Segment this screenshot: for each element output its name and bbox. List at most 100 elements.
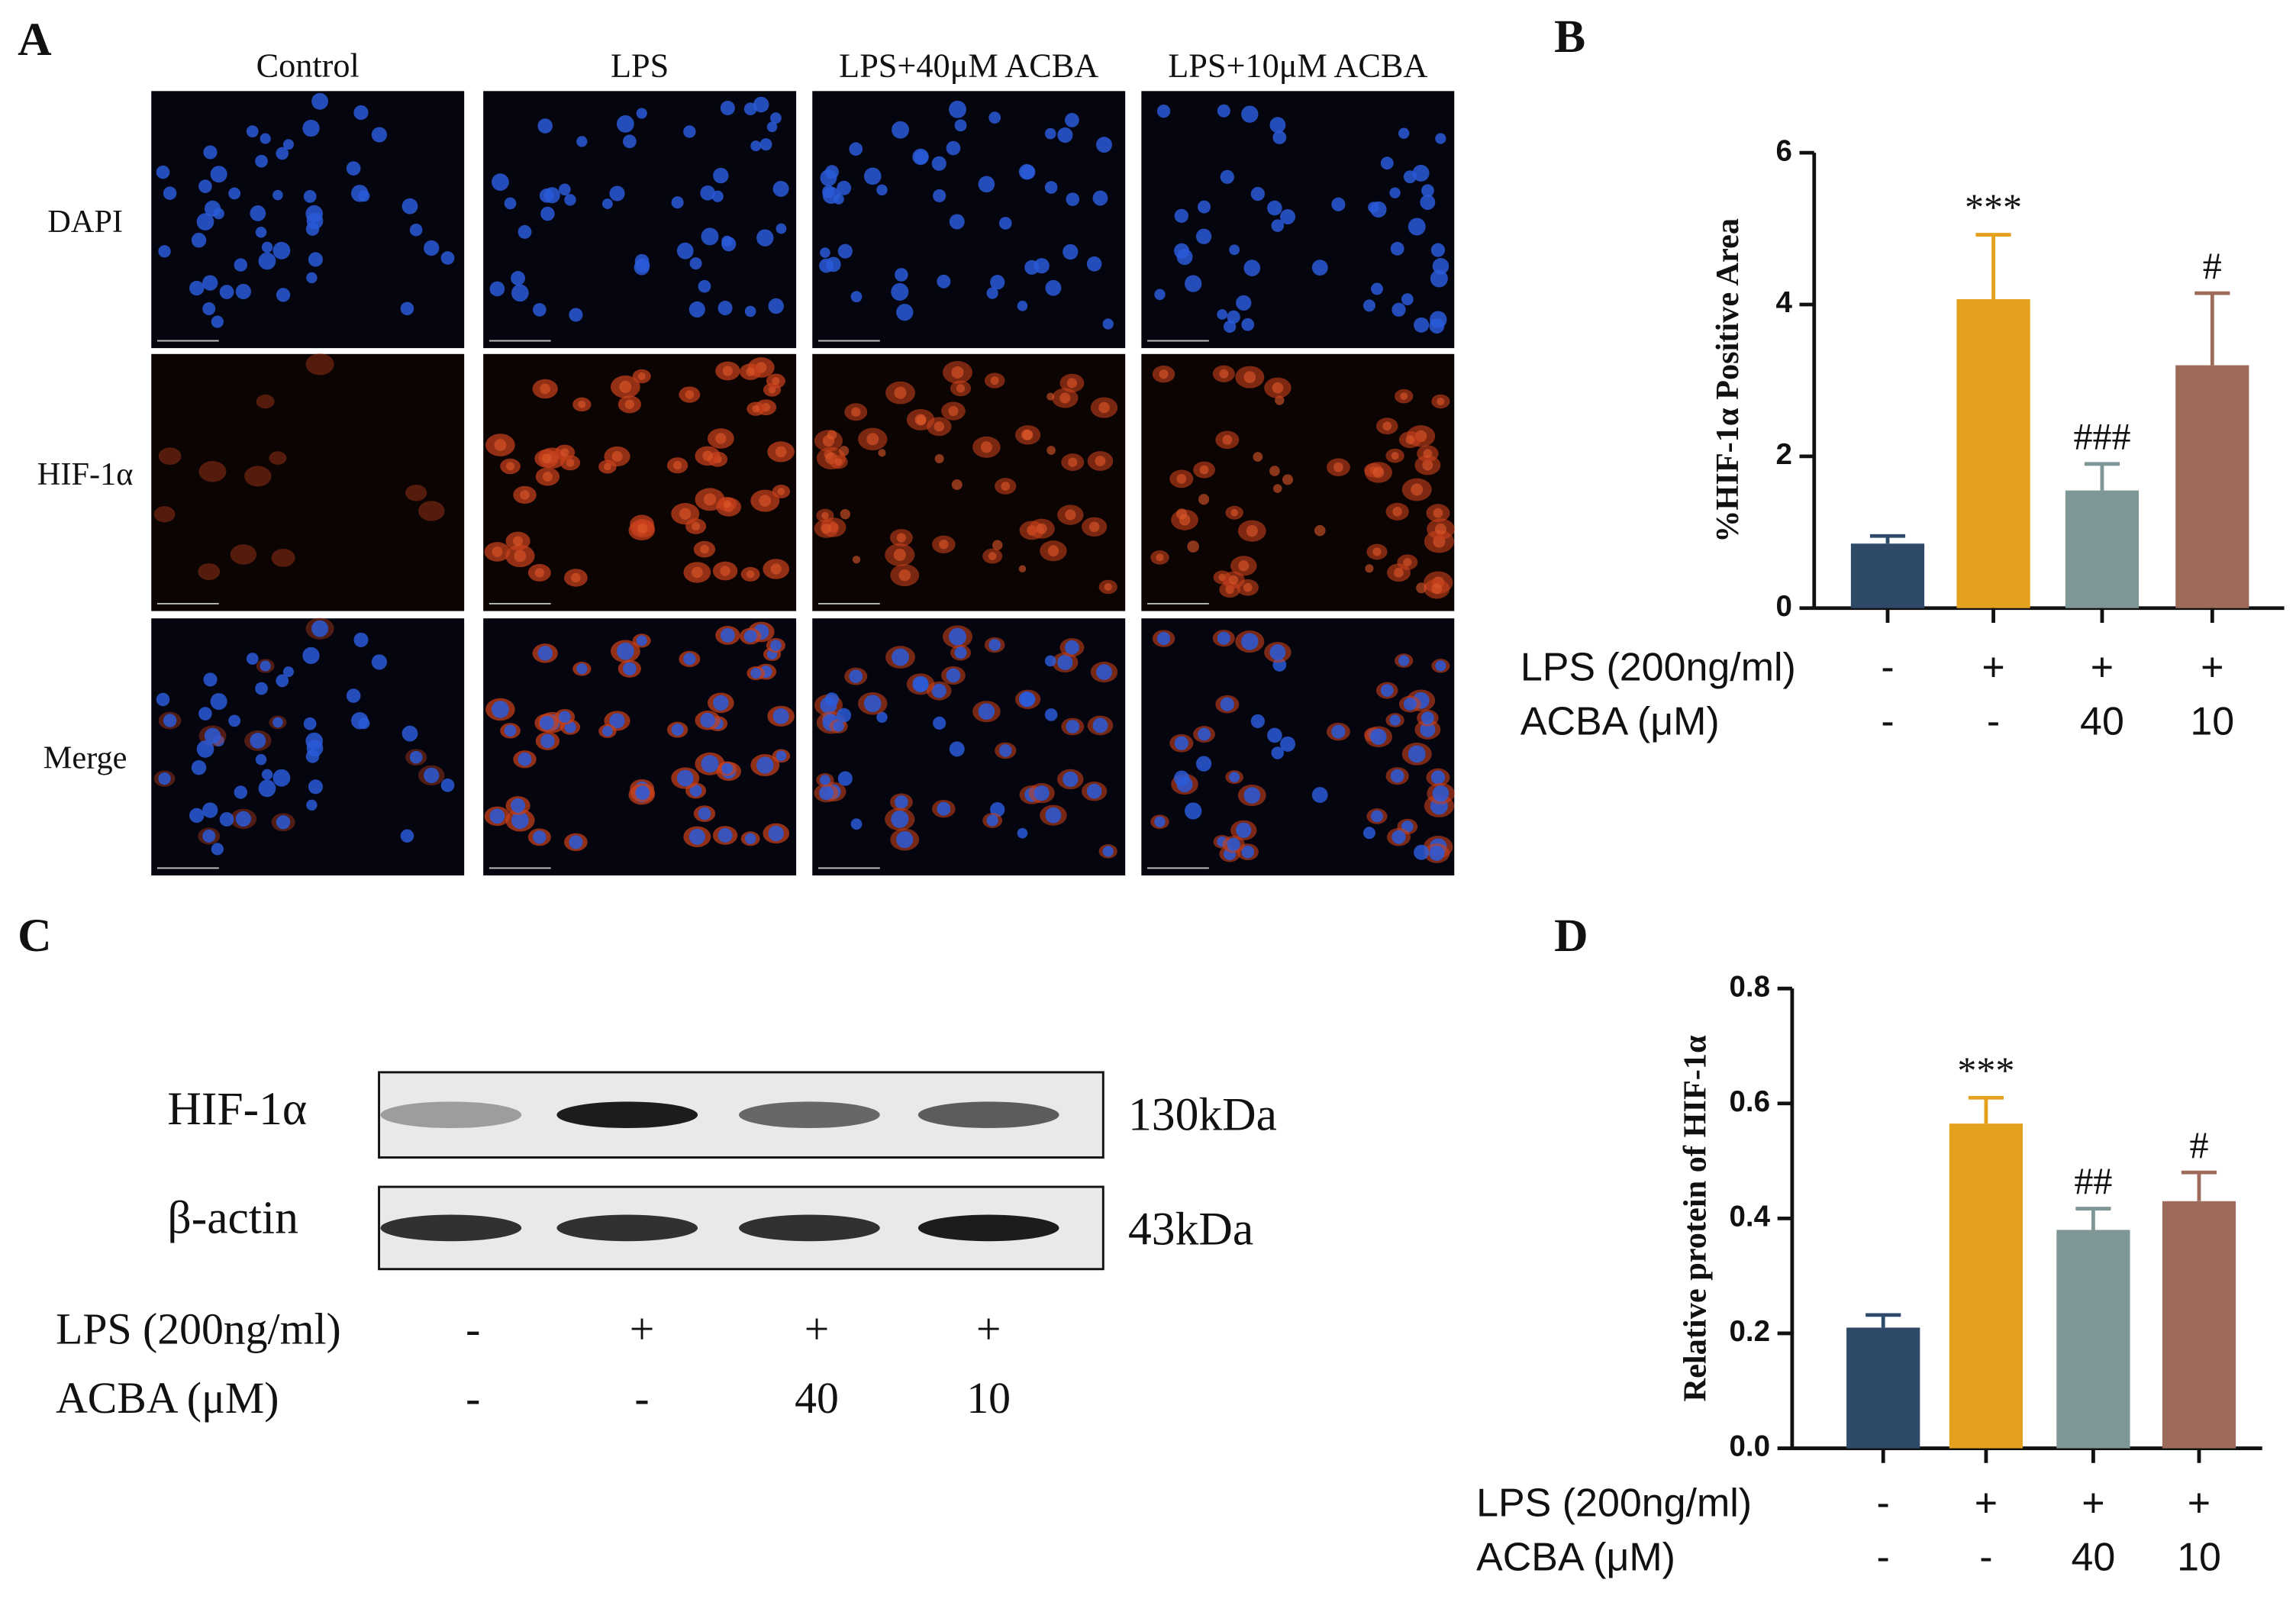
nucleus (756, 756, 774, 774)
nucleus (1389, 714, 1401, 726)
nucleus (303, 717, 317, 730)
condition-label: ACBA (μM) (1520, 699, 1720, 743)
nucleus (1044, 127, 1056, 140)
nucleus (353, 105, 369, 121)
nucleus (946, 140, 961, 156)
nucleus-dark (672, 461, 682, 470)
nucleus (1018, 691, 1035, 708)
nucleus (1243, 787, 1261, 804)
nucleus (688, 301, 705, 318)
nucleus-dark (934, 421, 944, 432)
condition-value: - (466, 1375, 480, 1423)
nucleus (1280, 208, 1296, 224)
condition-value: - (634, 1375, 649, 1423)
nucleus (537, 646, 553, 661)
nucleus (1227, 837, 1240, 851)
micrograph (812, 91, 1126, 349)
nucleus (954, 646, 967, 659)
bar (2056, 1230, 2130, 1449)
nucleus (616, 642, 634, 660)
nucleus-dark (1104, 582, 1112, 591)
nucleus (409, 750, 423, 764)
nucleus (1331, 724, 1346, 739)
condition-value: + (976, 1306, 1001, 1354)
significance-label: *** (1965, 185, 2022, 228)
micrograph (151, 91, 465, 349)
condition-value: 40 (795, 1375, 839, 1423)
condition-value: 40 (2080, 699, 2124, 743)
nucleus (1229, 244, 1240, 256)
panel-label: B (1554, 11, 1585, 63)
nucleus (1057, 654, 1073, 670)
nucleus (276, 288, 291, 302)
nucleus (409, 223, 423, 237)
nucleus-dark (1423, 449, 1433, 459)
condition-value: 40 (2072, 1536, 2116, 1580)
nucleus-dark (951, 366, 964, 379)
nucleus (720, 627, 735, 643)
nucleus (998, 744, 1012, 757)
nucleus (400, 301, 414, 316)
nucleus (261, 769, 273, 780)
nucleus-dark (1405, 435, 1415, 445)
nucleus-dark (746, 367, 756, 376)
nucleus (1429, 845, 1445, 861)
nucleus (1195, 228, 1212, 244)
condition-value: + (2082, 1481, 2104, 1525)
nucleus-dark (1222, 434, 1233, 445)
nucleus (1241, 105, 1259, 123)
blot-band (739, 1101, 880, 1129)
nucleus (1156, 105, 1171, 118)
micrograph (483, 353, 797, 611)
nucleus-dark (988, 552, 997, 560)
nucleus (358, 717, 370, 730)
nucleus (358, 190, 370, 202)
nucleus-dark (1431, 583, 1443, 595)
nucleus-dark (834, 458, 843, 466)
nucleus-dark (1392, 507, 1402, 517)
condition-value: + (2188, 1481, 2211, 1525)
nucleus (489, 808, 505, 824)
condition-label: LPS (200ng/ml) (1520, 645, 1796, 689)
nucleus (768, 825, 784, 842)
nucleus (700, 712, 715, 728)
micrograph (812, 618, 1126, 875)
blot-band (556, 1214, 698, 1242)
nucleus (1195, 756, 1212, 772)
nucleus (539, 715, 554, 730)
nucleus (636, 635, 647, 646)
nucleus (849, 142, 863, 156)
nucleus (1063, 243, 1079, 260)
nucleus (1057, 127, 1073, 143)
nucleus-dark (821, 511, 829, 520)
nucleus (371, 654, 387, 670)
nucleus (250, 205, 266, 221)
nucleus (892, 121, 909, 139)
nucleus (1269, 644, 1286, 661)
nucleus (876, 184, 888, 196)
nucleus (234, 258, 248, 272)
nucleus (305, 222, 320, 236)
nucleus-dark (1230, 508, 1238, 517)
micrograph (1141, 618, 1455, 875)
nucleus (272, 717, 283, 728)
nucleus (863, 695, 882, 713)
nucleus (303, 190, 317, 203)
nucleus (198, 707, 212, 721)
cell-body (198, 461, 227, 482)
nucleus (1017, 300, 1028, 311)
nucleus (306, 272, 318, 284)
nucleus (1421, 184, 1434, 198)
nucleus-dark (939, 539, 949, 550)
nucleus-dark (1243, 582, 1253, 592)
nucleus (986, 287, 998, 299)
nucleus (1044, 708, 1058, 721)
nucleus-dark (702, 450, 714, 462)
condition-value: 10 (966, 1375, 1011, 1423)
micrograph (1141, 353, 1455, 611)
nucleus (1102, 846, 1114, 857)
nucleus (820, 775, 830, 785)
nucleus (1217, 104, 1230, 118)
nucleus (1435, 660, 1446, 672)
nucleus-dark (1372, 466, 1385, 479)
